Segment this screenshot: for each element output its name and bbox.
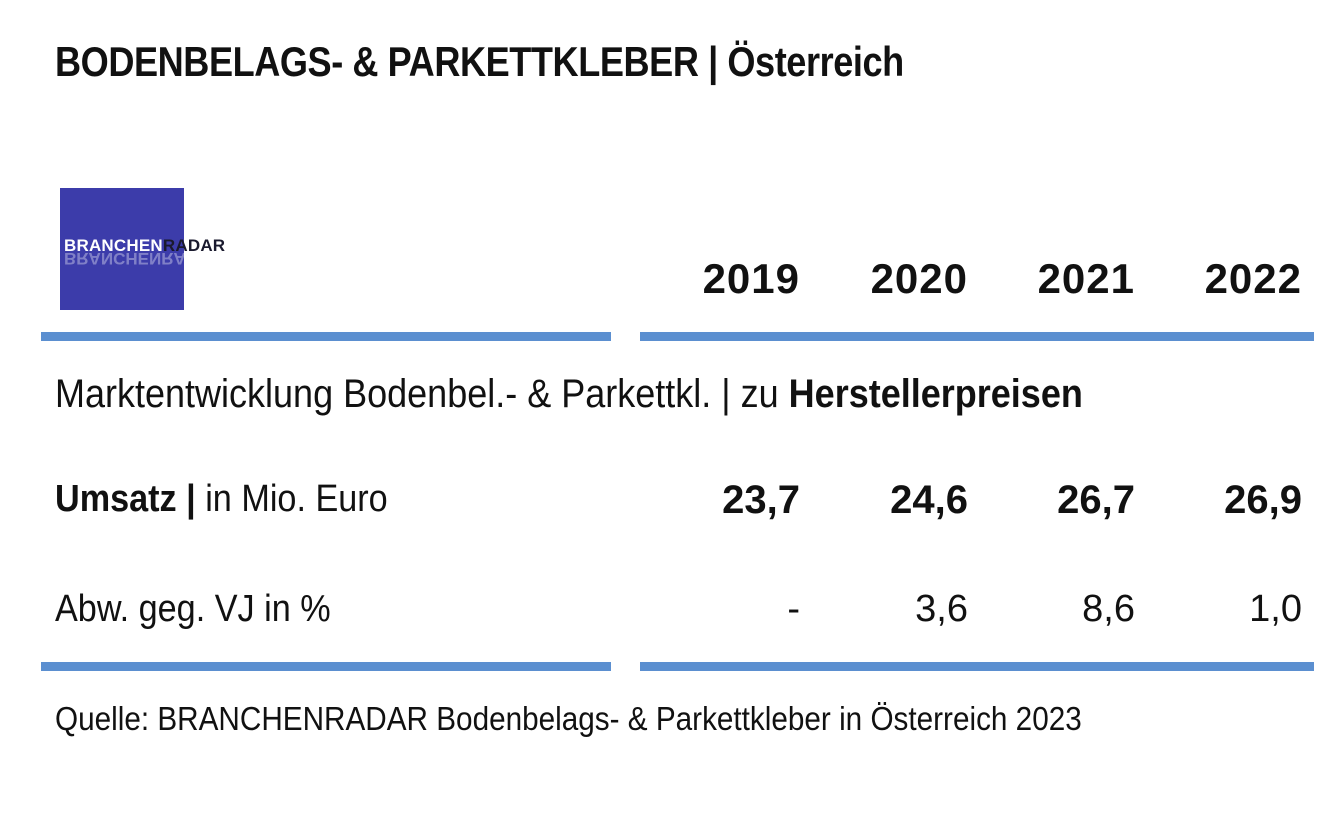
- footer-divider-right: [640, 662, 1314, 671]
- logo-reflection: BRANCHENRADAR: [64, 249, 223, 268]
- subheading-emphasis: Herstellerpreisen: [788, 372, 1083, 416]
- change-2019: -: [787, 588, 800, 630]
- revenue-2019: 23,7: [722, 478, 800, 522]
- revenue-2022: 26,9: [1224, 478, 1302, 522]
- header-divider-left: [41, 332, 611, 341]
- year-2022-header: 2022: [1204, 255, 1302, 302]
- year-2020-header: 2020: [870, 255, 968, 302]
- year-2021-header: 2021: [1037, 255, 1135, 302]
- change-2022: 1,0: [1249, 588, 1302, 630]
- logo-text-radar: RADAR: [162, 236, 226, 255]
- change-row-label: Abw. geg. VJ in %: [55, 588, 331, 630]
- year-2019-header: 2019: [702, 255, 800, 302]
- logo-text-branchen: BRANCHEN: [64, 236, 163, 255]
- page-title: BODENBELAGS- & PARKETTKLEBER | Österreic…: [55, 38, 904, 85]
- source-note: Quelle: BRANCHENRADAR Bodenbelags- & Par…: [55, 700, 1082, 737]
- branchenradar-logo: BRANCHENRADAR BRANCHENRADAR: [60, 188, 225, 310]
- revenue-2020: 24,6: [890, 478, 968, 522]
- footer-divider-left: [41, 662, 611, 671]
- change-2021: 8,6: [1082, 588, 1135, 630]
- revenue-row-label: Umsatz | in Mio. Euro: [55, 478, 388, 520]
- header-divider-right: [640, 332, 1314, 341]
- table-subheading: Marktentwicklung Bodenbel.- & Parkettkl.…: [55, 372, 1083, 416]
- revenue-2021: 26,7: [1057, 478, 1135, 522]
- change-2020: 3,6: [915, 588, 968, 630]
